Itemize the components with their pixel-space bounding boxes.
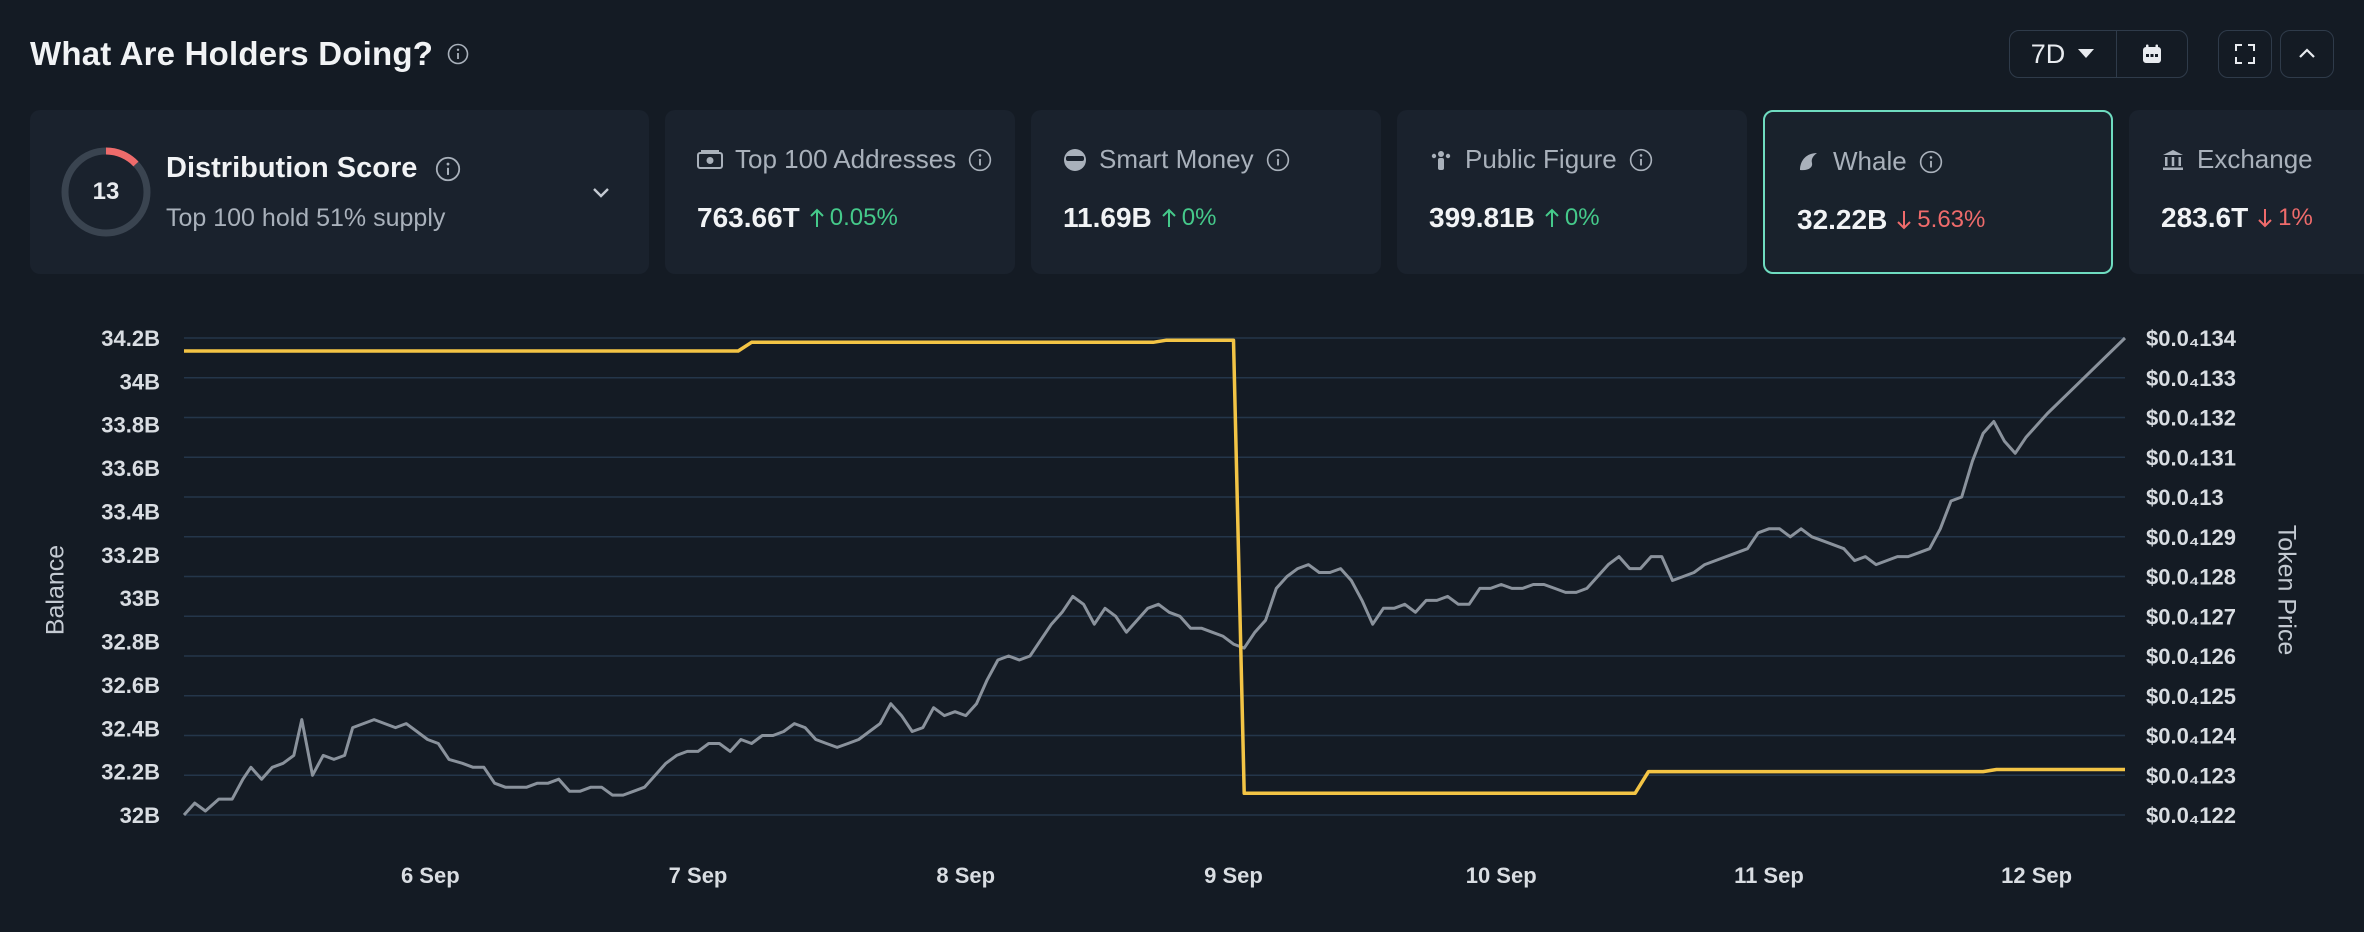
- y-left-tick-label: 32.6B: [101, 673, 160, 698]
- card-value: 11.69B: [1063, 202, 1152, 233]
- y-right-tick-label: $0.0₄123: [2146, 763, 2236, 788]
- range-dropdown[interactable]: 7D: [2010, 31, 2117, 77]
- info-icon[interactable]: [435, 156, 461, 182]
- y-right-tick-label: $0.0₄131: [2146, 445, 2236, 470]
- arrow-up-icon: [810, 208, 824, 227]
- change-value: 5.63%: [1917, 206, 1986, 233]
- range-label: 7D: [2030, 38, 2066, 69]
- sunglasses-icon: [1064, 148, 1086, 171]
- card-top-100-addresses[interactable]: Top 100 Addresses 763.66T 0.05%: [665, 110, 1015, 274]
- y-left-tick-label: 33B: [120, 586, 160, 611]
- change-value: 0.05%: [829, 204, 898, 231]
- x-tick-label: 10 Sep: [1466, 863, 1537, 888]
- page-title: What Are Holders Doing?: [30, 35, 434, 72]
- distribution-score-card[interactable]: 13 Distribution Score Top 100 hold 51% s…: [30, 110, 649, 274]
- card-smart-money[interactable]: Smart Money 11.69B 0%: [1031, 110, 1381, 274]
- fullscreen-icon: [2235, 44, 2255, 64]
- score-ring: [61, 147, 151, 237]
- bank-icon: [2163, 149, 2183, 170]
- y-left-tick-label: 33.6B: [101, 456, 160, 481]
- y-right-tick-label: $0.0₄129: [2146, 525, 2236, 550]
- change-indicator: 0%: [1162, 204, 1217, 232]
- card-value: 32.22B: [1797, 204, 1888, 235]
- arrow-up-icon: [1545, 208, 1559, 227]
- chart-controls: 7D: [2009, 30, 2334, 78]
- change-indicator: 0.05%: [810, 204, 898, 232]
- y-left-tick-label: 34B: [120, 369, 160, 394]
- y-right-tick-label: $0.0₄128: [2146, 565, 2236, 590]
- y-left-tick-label: 33.2B: [101, 543, 160, 568]
- card-value: 399.81B: [1429, 202, 1535, 233]
- y-left-tick-label: 34.2B: [101, 326, 160, 351]
- y-left-tick-label: 32.2B: [101, 760, 160, 785]
- y-left-tick-label: 33.4B: [101, 499, 160, 524]
- y-left-tick-label: 32.4B: [101, 716, 160, 741]
- y-right-tick-label: $0.0₄126: [2146, 644, 2236, 669]
- info-icon[interactable]: [1629, 148, 1653, 172]
- holder-cards: 13 Distribution Score Top 100 hold 51% s…: [30, 110, 2364, 274]
- info-icon[interactable]: [1266, 148, 1290, 172]
- card-value: 763.66T: [697, 202, 800, 233]
- y-right-tick-label: $0.0₄125: [2146, 684, 2236, 709]
- calendar-button[interactable]: [2117, 31, 2187, 77]
- y-right-tick-label: $0.0₄122: [2146, 803, 2236, 828]
- collapse-button[interactable]: [2280, 30, 2334, 78]
- arrow-up-icon: [1162, 208, 1176, 227]
- balance-series-line: [184, 338, 2125, 796]
- x-tick-label: 12 Sep: [2001, 863, 2072, 888]
- change-indicator: 5.63%: [1897, 206, 1985, 234]
- card-value: 283.6T: [2161, 202, 2249, 233]
- x-tick-label: 6 Sep: [401, 863, 460, 888]
- card-label: Smart Money: [1099, 144, 1254, 174]
- card-label: Whale: [1833, 146, 1907, 176]
- fullscreen-button[interactable]: [2218, 30, 2272, 78]
- y-right-tick-label: $0.0₄124: [2146, 724, 2237, 749]
- money-icon: [697, 149, 723, 169]
- y-right-tick-label: $0.0₄13: [2146, 485, 2224, 510]
- distribution-title-text: Distribution Score: [166, 152, 418, 184]
- distribution-subtitle: Top 100 hold 51% supply: [166, 204, 446, 232]
- info-icon[interactable]: [447, 43, 469, 65]
- change-value: 0%: [1564, 204, 1600, 231]
- change-value: 1%: [2278, 204, 2313, 231]
- header: What Are Holders Doing?: [30, 28, 469, 80]
- card-public-figure[interactable]: Public Figure 399.81B 0%: [1397, 110, 1747, 274]
- price-series-line: [182, 336, 2127, 817]
- y-right-tick-label: $0.0₄133: [2146, 366, 2236, 391]
- y-right-tick-label: $0.0₄127: [2146, 604, 2236, 629]
- x-tick-label: 8 Sep: [936, 863, 995, 888]
- x-tick-label: 11 Sep: [1734, 863, 1804, 888]
- range-selector: 7D: [2009, 30, 2188, 78]
- card-exchange[interactable]: Exchange 283.6T 1%: [2129, 110, 2364, 274]
- card-label: Top 100 Addresses: [735, 144, 957, 174]
- info-icon[interactable]: [968, 148, 992, 172]
- y-left-tick-label: 33.8B: [101, 413, 160, 438]
- distribution-title: Distribution Score: [166, 152, 461, 185]
- card-whale[interactable]: Whale 32.22B 5.63%: [1763, 110, 2113, 274]
- calendar-icon: [2143, 44, 2161, 63]
- card-label: Exchange: [2197, 144, 2313, 174]
- change-indicator: 0%: [1545, 204, 1600, 232]
- change-indicator: 1%: [2258, 204, 2313, 232]
- x-tick-label: 9 Sep: [1204, 863, 1263, 888]
- y-left-tick-label: 32.8B: [101, 630, 160, 655]
- y-left-tick-label: 32B: [120, 803, 160, 828]
- card-label: Public Figure: [1465, 144, 1617, 174]
- y-right-tick-label: $0.0₄132: [2146, 406, 2236, 431]
- chevron-up-icon: [2299, 48, 2315, 58]
- change-value: 0%: [1181, 204, 1217, 231]
- caret-down-icon: [2078, 49, 2095, 58]
- y-right-tick-label: $0.0₄134: [2146, 326, 2237, 351]
- info-icon[interactable]: [1919, 150, 1943, 174]
- whale-icon: [1800, 152, 1817, 170]
- arrow-down-icon: [1897, 211, 1912, 230]
- public-figure-icon: [1431, 150, 1451, 170]
- x-tick-label: 7 Sep: [669, 863, 728, 888]
- distribution-score-value: 13: [92, 178, 120, 205]
- arrow-down-icon: [2258, 209, 2272, 228]
- chevron-down-icon[interactable]: [589, 180, 613, 204]
